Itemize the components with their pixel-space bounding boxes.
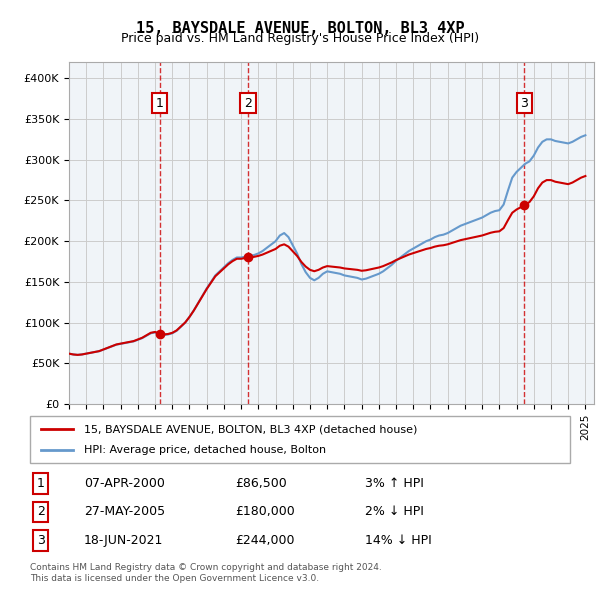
Text: 2: 2 — [244, 97, 252, 110]
Text: £86,500: £86,500 — [235, 477, 287, 490]
Text: Contains HM Land Registry data © Crown copyright and database right 2024.
This d: Contains HM Land Registry data © Crown c… — [30, 563, 382, 583]
Text: 15, BAYSDALE AVENUE, BOLTON, BL3 4XP (detached house): 15, BAYSDALE AVENUE, BOLTON, BL3 4XP (de… — [84, 424, 418, 434]
Text: £180,000: £180,000 — [235, 505, 295, 519]
Text: 07-APR-2000: 07-APR-2000 — [84, 477, 165, 490]
Text: 18-JUN-2021: 18-JUN-2021 — [84, 534, 163, 547]
Text: 1: 1 — [156, 97, 164, 110]
Text: 3: 3 — [520, 97, 528, 110]
FancyBboxPatch shape — [30, 416, 570, 463]
Text: 3: 3 — [37, 534, 45, 547]
Text: 2% ↓ HPI: 2% ↓ HPI — [365, 505, 424, 519]
Text: HPI: Average price, detached house, Bolton: HPI: Average price, detached house, Bolt… — [84, 445, 326, 455]
Text: 27-MAY-2005: 27-MAY-2005 — [84, 505, 165, 519]
Text: £244,000: £244,000 — [235, 534, 295, 547]
Text: 14% ↓ HPI: 14% ↓ HPI — [365, 534, 431, 547]
Text: 2: 2 — [37, 505, 45, 519]
Text: 3% ↑ HPI: 3% ↑ HPI — [365, 477, 424, 490]
Text: 1: 1 — [37, 477, 45, 490]
Text: Price paid vs. HM Land Registry's House Price Index (HPI): Price paid vs. HM Land Registry's House … — [121, 32, 479, 45]
Text: 15, BAYSDALE AVENUE, BOLTON, BL3 4XP: 15, BAYSDALE AVENUE, BOLTON, BL3 4XP — [136, 21, 464, 35]
